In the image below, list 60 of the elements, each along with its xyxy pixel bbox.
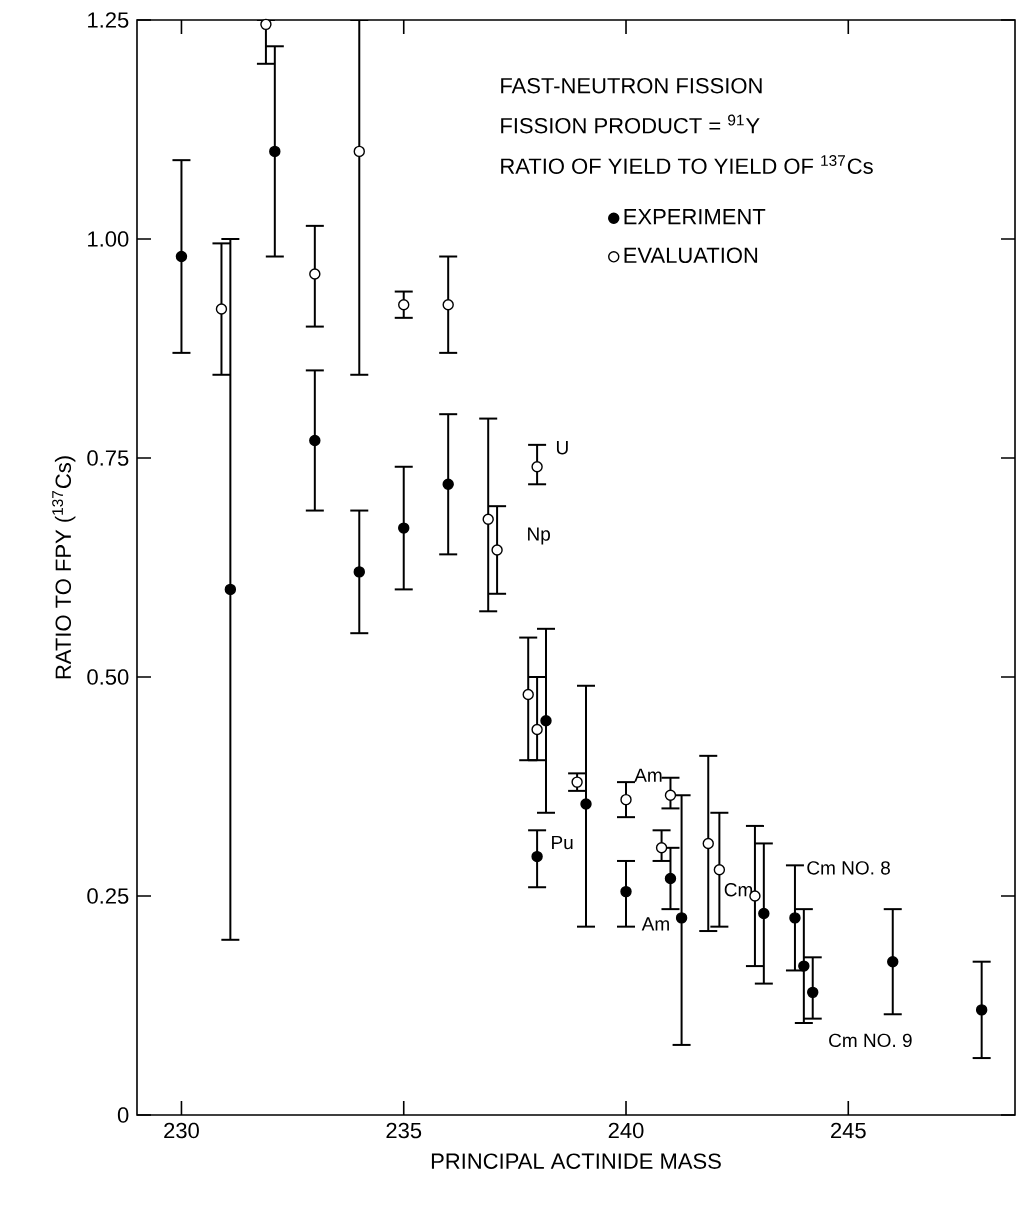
y-axis-title: RATIO TO FPY ($^{137}$Cs) <box>52 456 76 679</box>
point <box>353 566 365 578</box>
point <box>442 478 454 490</box>
point <box>442 299 454 311</box>
point <box>887 956 899 968</box>
point <box>491 544 503 556</box>
y-tick-label: 1.25 <box>88 12 129 28</box>
annotation: Cm NO. 8 <box>807 861 890 875</box>
annotation: Pu <box>552 835 573 850</box>
point <box>620 885 632 898</box>
annotation: Am <box>634 768 662 782</box>
point <box>655 842 668 854</box>
point <box>353 145 365 158</box>
x-tick-label: 230 <box>164 1122 199 1139</box>
y-tick-label: 1.00 <box>88 231 129 247</box>
point <box>224 583 237 596</box>
point <box>798 960 810 972</box>
x-tick-label: 240 <box>608 1122 644 1139</box>
point <box>309 434 321 447</box>
annotation: FAST-NEUTRON FISSION <box>501 77 762 94</box>
point <box>309 268 321 280</box>
point <box>215 303 228 315</box>
x-tick-label: 245 <box>831 1122 866 1139</box>
point <box>675 912 688 924</box>
point <box>807 986 819 999</box>
point <box>975 1004 988 1016</box>
y-tick-label: 0.50 <box>87 669 129 685</box>
point <box>531 461 543 473</box>
x-axis-title: PRINCIPAL ACTINIDE MASS <box>431 1153 721 1169</box>
point <box>620 793 632 806</box>
annotation: FISSION PRODUCT = $^{91}$Y <box>501 114 760 134</box>
point <box>398 299 410 311</box>
point <box>398 522 410 534</box>
point <box>571 776 583 788</box>
annotation: Am <box>641 917 669 931</box>
point <box>531 723 543 736</box>
annotation: Np <box>528 527 550 545</box>
legend-label: EVALUATION <box>624 247 758 264</box>
point <box>702 837 714 850</box>
point <box>713 864 726 876</box>
point <box>758 907 770 920</box>
point <box>664 872 677 885</box>
point <box>269 145 281 158</box>
point <box>789 912 801 924</box>
y-tick-label: 0.75 <box>87 450 129 466</box>
y-tick-label: 0 <box>117 1107 129 1123</box>
annotation: Cm NO. 9 <box>829 1033 912 1048</box>
point <box>482 513 494 526</box>
point <box>522 688 534 701</box>
x-tick-label: 235 <box>386 1122 422 1139</box>
annotation: U <box>556 441 568 455</box>
point <box>175 250 188 263</box>
annotation: RATIO OF YIELD TO YIELD OF $^{137}$Cs <box>501 155 873 174</box>
point <box>540 715 552 727</box>
point <box>260 18 272 31</box>
point <box>580 798 592 810</box>
y-tick-label: 0.25 <box>87 888 129 904</box>
point <box>664 789 677 801</box>
point <box>531 850 543 863</box>
legend-label: EXPERIMENT <box>624 209 766 225</box>
